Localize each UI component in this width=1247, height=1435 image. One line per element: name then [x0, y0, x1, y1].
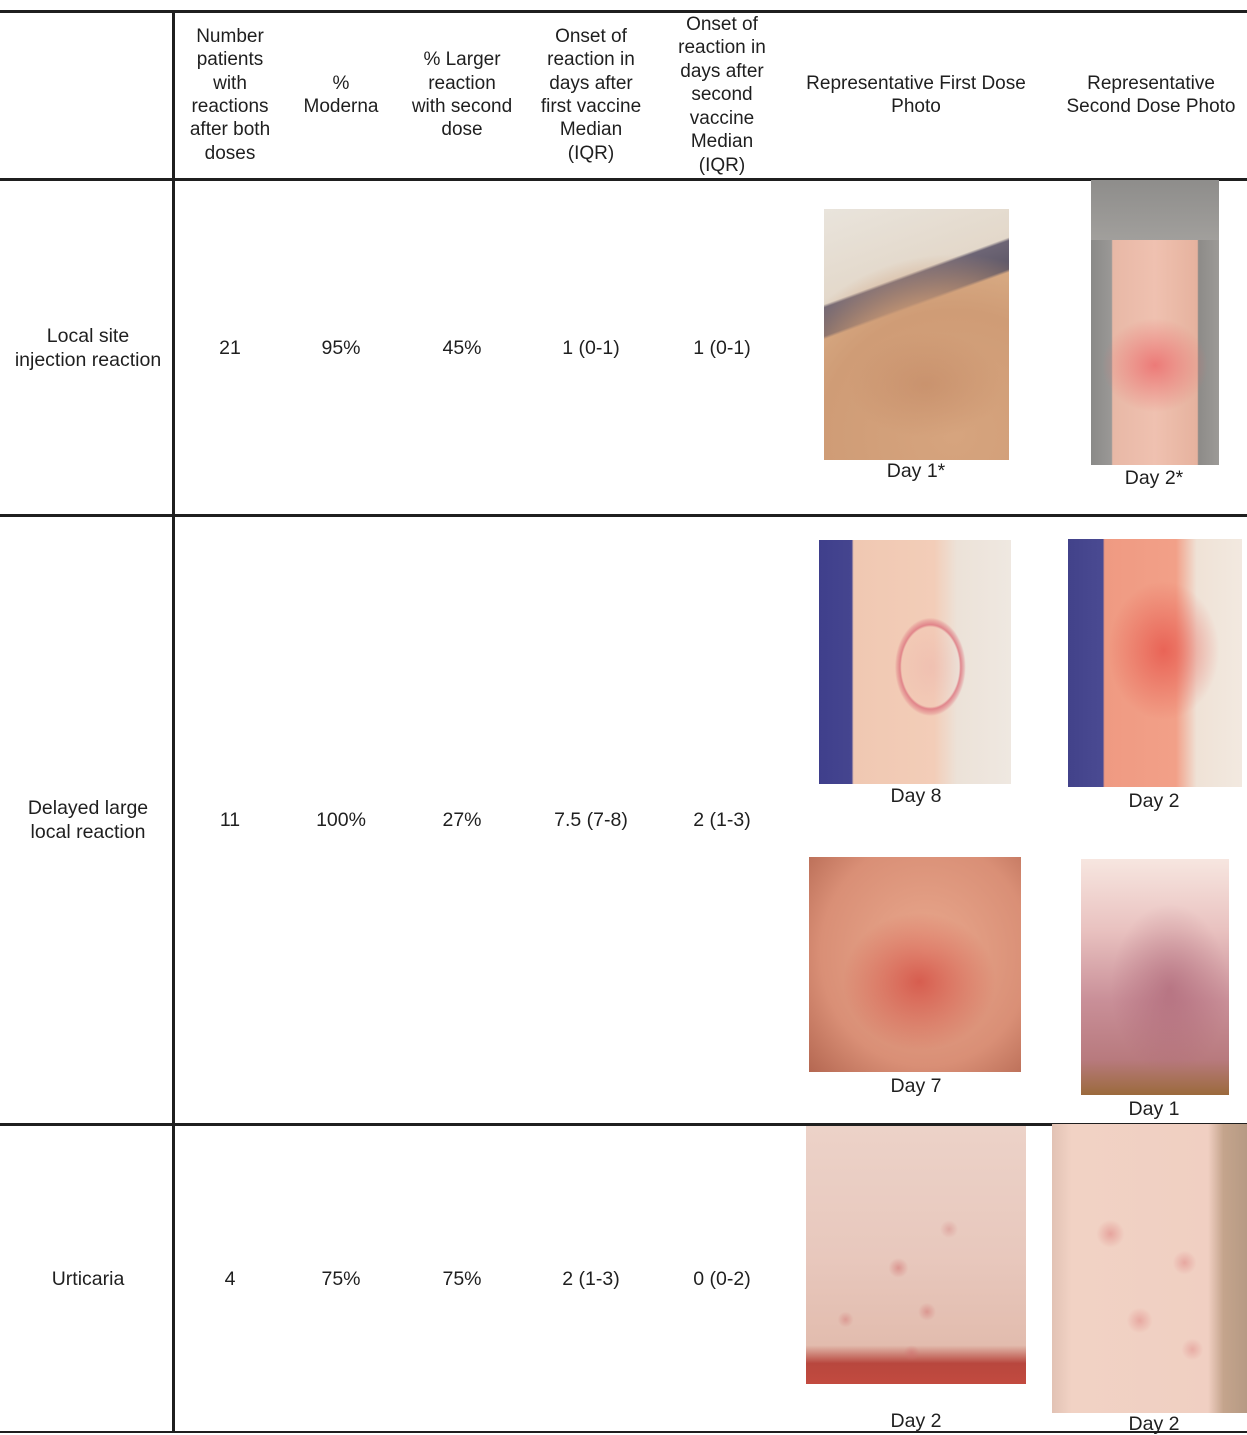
row2-second-dose-caption-a: Day 2: [1128, 790, 1180, 812]
row-divider-2: [0, 1123, 1247, 1126]
row2-first-dose-caption-b: Day 7: [890, 1075, 942, 1097]
header-pct-larger: % Larger reaction with second dose: [411, 49, 513, 141]
row3-onset-first: 2 (1-3): [562, 1267, 620, 1290]
row1-onset-first: 1 (0-1): [562, 336, 620, 359]
row3-first-dose-caption: Day 2: [890, 1410, 942, 1432]
row2-second-dose-photo-b: [1081, 859, 1229, 1095]
row3-pct-moderna: 75%: [321, 1267, 361, 1290]
row3-second-dose-caption: Day 2: [1128, 1413, 1180, 1435]
row2-first-dose-photo-b: [809, 857, 1021, 1072]
table-top-rule: [0, 10, 1247, 13]
row2-num-patients: 11: [219, 809, 241, 831]
row1-category: Local site injection reaction: [14, 324, 162, 371]
row1-first-dose-photo: [824, 209, 1009, 460]
table-bottom-rule: [0, 1431, 1247, 1433]
header-pct-moderna: % Moderna: [303, 72, 379, 117]
category-column-divider: [172, 10, 175, 1433]
row3-onset-second: 0 (0-2): [693, 1267, 751, 1290]
row2-category: Delayed large local reaction: [27, 797, 149, 843]
row2-second-dose-caption-b: Day 1: [1128, 1098, 1180, 1120]
header-bottom-rule: [0, 178, 1247, 181]
row3-pct-larger: 75%: [442, 1267, 482, 1290]
row3-num-patients: 4: [224, 1267, 236, 1290]
row2-first-dose-photo-a: [819, 540, 1011, 784]
header-onset-first: Onset of reaction in days after first va…: [540, 25, 642, 164]
row2-second-dose-photo-a: [1068, 539, 1242, 787]
header-second-photo: Representative Second Dose Photo: [1066, 72, 1236, 117]
row1-pct-larger: 45%: [442, 336, 482, 359]
row1-pct-moderna: 95%: [321, 336, 361, 359]
row1-num-patients: 21: [219, 336, 241, 359]
row1-second-dose-photo: [1091, 180, 1219, 465]
row2-pct-larger: 27%: [442, 809, 482, 831]
row3-first-dose-photo: [806, 1126, 1026, 1384]
row2-onset-first: 7.5 (7-8): [554, 809, 628, 831]
header-onset-second: Onset of reaction in days after second v…: [678, 14, 766, 176]
row2-first-dose-caption-a: Day 8: [890, 785, 942, 807]
row2-pct-moderna: 100%: [316, 809, 366, 831]
header-num-patients: Number patients with reactions after bot…: [189, 25, 271, 164]
row2-onset-second: 2 (1-3): [693, 809, 751, 831]
header-category: [0, 12, 172, 178]
row1-onset-second: 1 (0-1): [693, 336, 751, 359]
row-divider-1: [0, 514, 1247, 517]
row3-category: Urticaria: [51, 1267, 125, 1290]
row1-second-dose-caption: Day 2*: [1124, 467, 1184, 489]
row3-second-dose-photo: [1052, 1124, 1247, 1413]
header-first-photo: Representative First Dose Photo: [806, 72, 1026, 117]
row1-first-dose-caption: Day 1*: [886, 460, 946, 482]
